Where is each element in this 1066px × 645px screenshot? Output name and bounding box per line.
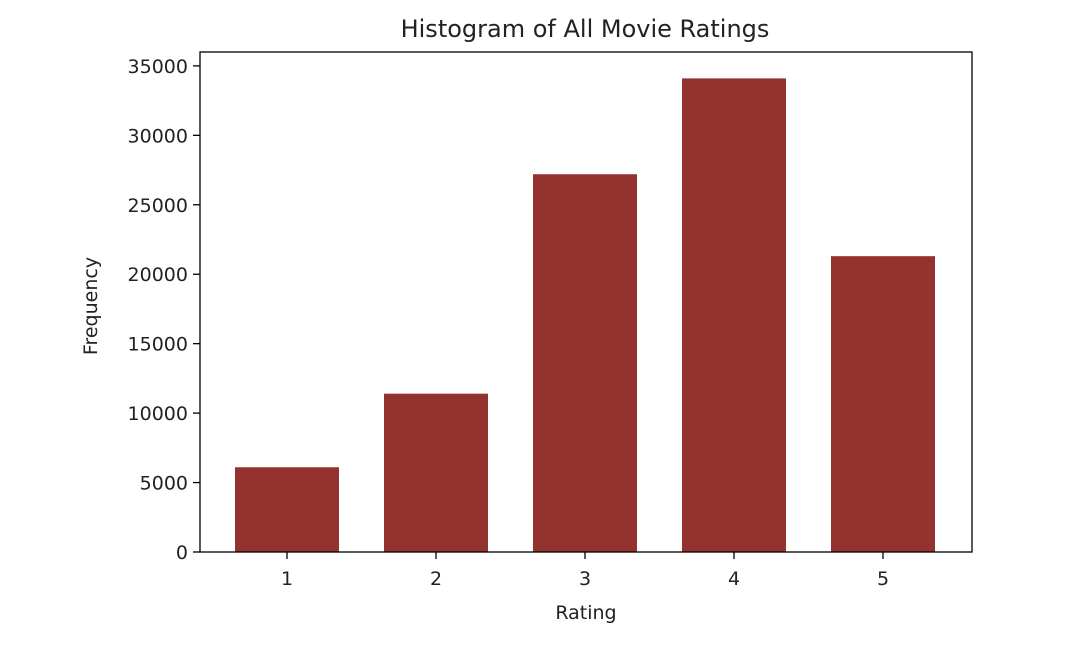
bar-rating-5	[831, 256, 935, 552]
bar-rating-1	[235, 467, 339, 552]
y-tick-label: 10000	[128, 403, 188, 425]
y-tick-label: 0	[176, 542, 188, 564]
y-tick-label: 5000	[140, 473, 188, 495]
y-tick-label: 35000	[128, 56, 188, 78]
bar-rating-4	[682, 78, 786, 552]
chart-title: Histogram of All Movie Ratings	[401, 15, 770, 43]
x-tick-label: 4	[728, 568, 740, 590]
y-tick-label: 30000	[128, 125, 188, 147]
y-tick-label: 25000	[128, 195, 188, 217]
x-axis: 1 2 3 4 5	[281, 552, 889, 590]
x-tick-label: 1	[281, 568, 293, 590]
x-axis-label: Rating	[555, 602, 616, 624]
y-axis: 0 5000 10000 15000 20000 25000 30000 35000	[128, 56, 200, 564]
bars-layer	[235, 78, 935, 552]
plot-area-frame	[199, 51, 973, 553]
y-tick-label: 15000	[128, 334, 188, 356]
bar-rating-3	[533, 174, 637, 552]
x-tick-label: 5	[877, 568, 889, 590]
x-tick-label: 3	[579, 568, 591, 590]
x-tick-label: 2	[430, 568, 442, 590]
y-axis-label: Frequency	[80, 257, 102, 355]
bar-rating-2	[384, 393, 488, 552]
y-tick-label: 20000	[128, 264, 188, 286]
